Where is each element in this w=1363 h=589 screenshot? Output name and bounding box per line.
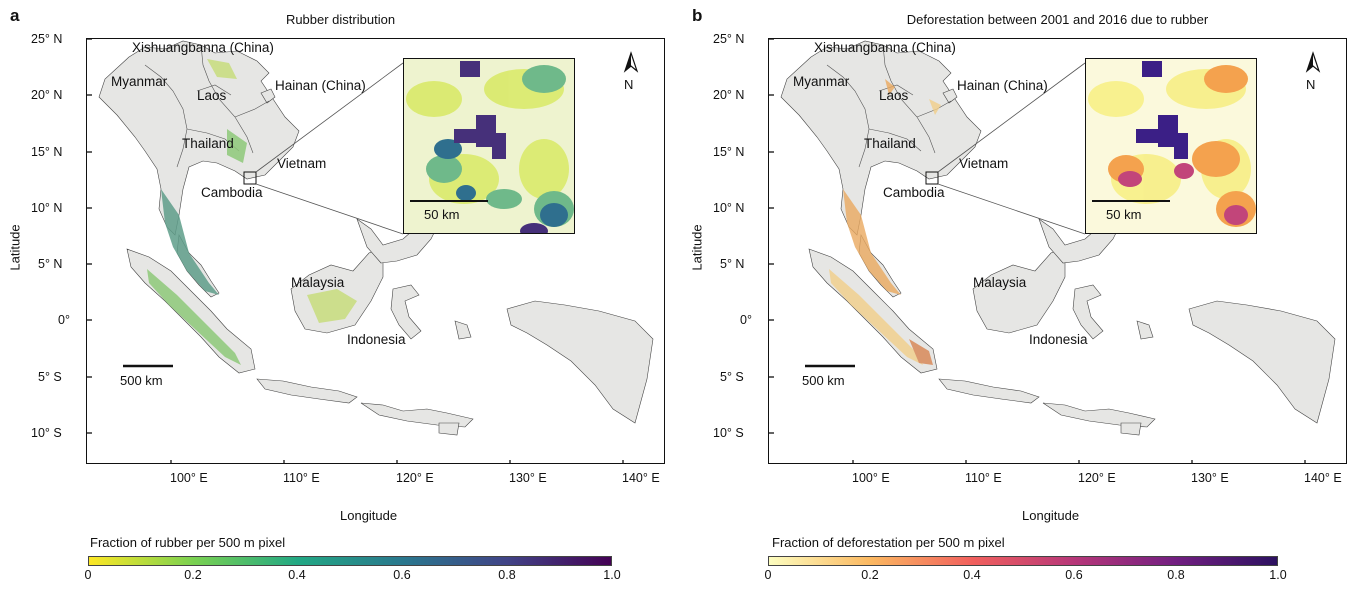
y-tick: 15° N [713,145,745,159]
x-tick: 140° E [1304,471,1342,485]
y-tick: 10° S [31,426,62,440]
inset-scale-label: 50 km [1106,207,1142,222]
place-thailand: Thailand [864,136,916,151]
map-svg [87,39,654,463]
colorbar-tick: 0.8 [498,568,516,582]
place-myanmar: Myanmar [793,74,850,89]
y-tick: 20° N [31,88,63,102]
place-xishuangbanna: Xishuangbanna (China) [132,40,274,55]
y-tick: 10° N [31,201,63,215]
x-tick: 100° E [170,471,208,485]
map-svg [769,39,1336,463]
place-vietnam: Vietnam [959,156,1009,171]
panel-b: b Deforestation between 2001 and 2016 du… [682,0,1363,589]
place-cambodia: Cambodia [883,185,945,200]
sulawesi [390,284,422,340]
y-axis-label: Latitude [689,224,705,271]
place-malaysia: Malaysia [291,275,345,290]
map-area[interactable]: 500 km N Xishuangbanna (China) Myanmar L… [86,38,665,464]
x-tick: 110° E [283,471,320,485]
java [256,378,358,404]
lesser-sunda [360,402,474,428]
x-tick: 140° E [622,471,660,485]
y-axis-label: Latitude [7,224,23,271]
colorbar-title: Fraction of rubber per 500 m pixel [90,535,286,550]
place-thailand: Thailand [182,136,234,151]
place-laos: Laos [197,88,227,103]
y-tick: 10° S [713,426,744,440]
colorbar-tick: 0.4 [288,568,306,582]
inset-map: 50 km [1085,58,1257,234]
y-tick: 0° [58,313,70,327]
maluku [454,320,472,340]
y-tick: 10° N [713,201,745,215]
colorbar-title: Fraction of deforestation per 500 m pixe… [772,535,1005,550]
deforestation-overlay [829,79,941,365]
place-indonesia: Indonesia [347,332,406,347]
x-tick: 120° E [1078,471,1116,485]
north-label: N [624,77,634,92]
north-label: N [1306,77,1316,92]
inset-svg [404,59,574,233]
new-guinea [506,300,654,424]
panel-letter: b [692,6,703,25]
y-tick: 5° S [38,370,62,384]
place-cambodia: Cambodia [201,185,263,200]
y-tick: 5° N [38,257,63,271]
x-tick: 130° E [509,471,547,485]
colorbar-tick: 1.0 [603,568,621,582]
scale-bar-label: 500 km [120,373,163,388]
country-borders [826,44,952,168]
y-tick: 5° N [720,257,745,271]
panel-title: Rubber distribution [285,12,396,27]
panel-a: a Rubber distribution Latitude Longitude… [0,0,681,589]
place-myanmar: Myanmar [111,74,168,89]
country-borders [144,44,270,168]
inset-map: 50 km [403,58,575,234]
y-tick: 0° [740,313,752,327]
rubber-overlay [147,59,357,365]
panel-title: Deforestation between 2001 and 2016 due … [906,12,1209,27]
y-tick: 15° N [31,145,63,159]
x-tick: 120° E [396,471,434,485]
colorbar-tick: 0.4 [963,568,981,582]
place-hainan: Hainan (China) [957,78,1048,93]
y-tick: 25° N [31,32,63,46]
inset-svg [1086,59,1256,233]
colorbar-tick: 0.2 [184,568,202,582]
place-malaysia: Malaysia [973,275,1027,290]
x-tick: 110° E [965,471,1002,485]
hainan-island [260,88,276,104]
colorbar [768,556,1278,566]
timor [438,422,460,436]
inset-scale-label: 50 km [424,207,460,222]
colorbar-tick: 0.8 [1167,568,1185,582]
y-tick: 20° N [713,88,745,102]
place-indonesia: Indonesia [1029,332,1088,347]
colorbar-tick: 0 [84,568,92,582]
x-tick: 100° E [852,471,890,485]
colorbar-tick: 0.6 [393,568,411,582]
place-xishuangbanna: Xishuangbanna (China) [814,40,956,55]
y-tick: 25° N [713,32,745,46]
place-hainan: Hainan (China) [275,78,366,93]
y-tick: 5° S [720,370,744,384]
inset-locator [243,171,257,185]
x-axis-label: Longitude [1022,508,1080,523]
colorbar-tick: 0 [764,568,772,582]
place-laos: Laos [879,88,909,103]
x-axis-label: Longitude [340,508,398,523]
scale-bar-label: 500 km [802,373,845,388]
colorbar-tick: 0.2 [861,568,879,582]
place-vietnam: Vietnam [277,156,327,171]
colorbar [88,556,612,566]
colorbar-tick: 1.0 [1269,568,1287,582]
colorbar-tick: 0.6 [1065,568,1083,582]
panel-letter: a [10,6,20,25]
mainland-sea [98,40,300,236]
x-tick: 130° E [1191,471,1229,485]
map-area[interactable]: 500 km N Xishuangbanna (China) Myanmar L… [768,38,1347,464]
